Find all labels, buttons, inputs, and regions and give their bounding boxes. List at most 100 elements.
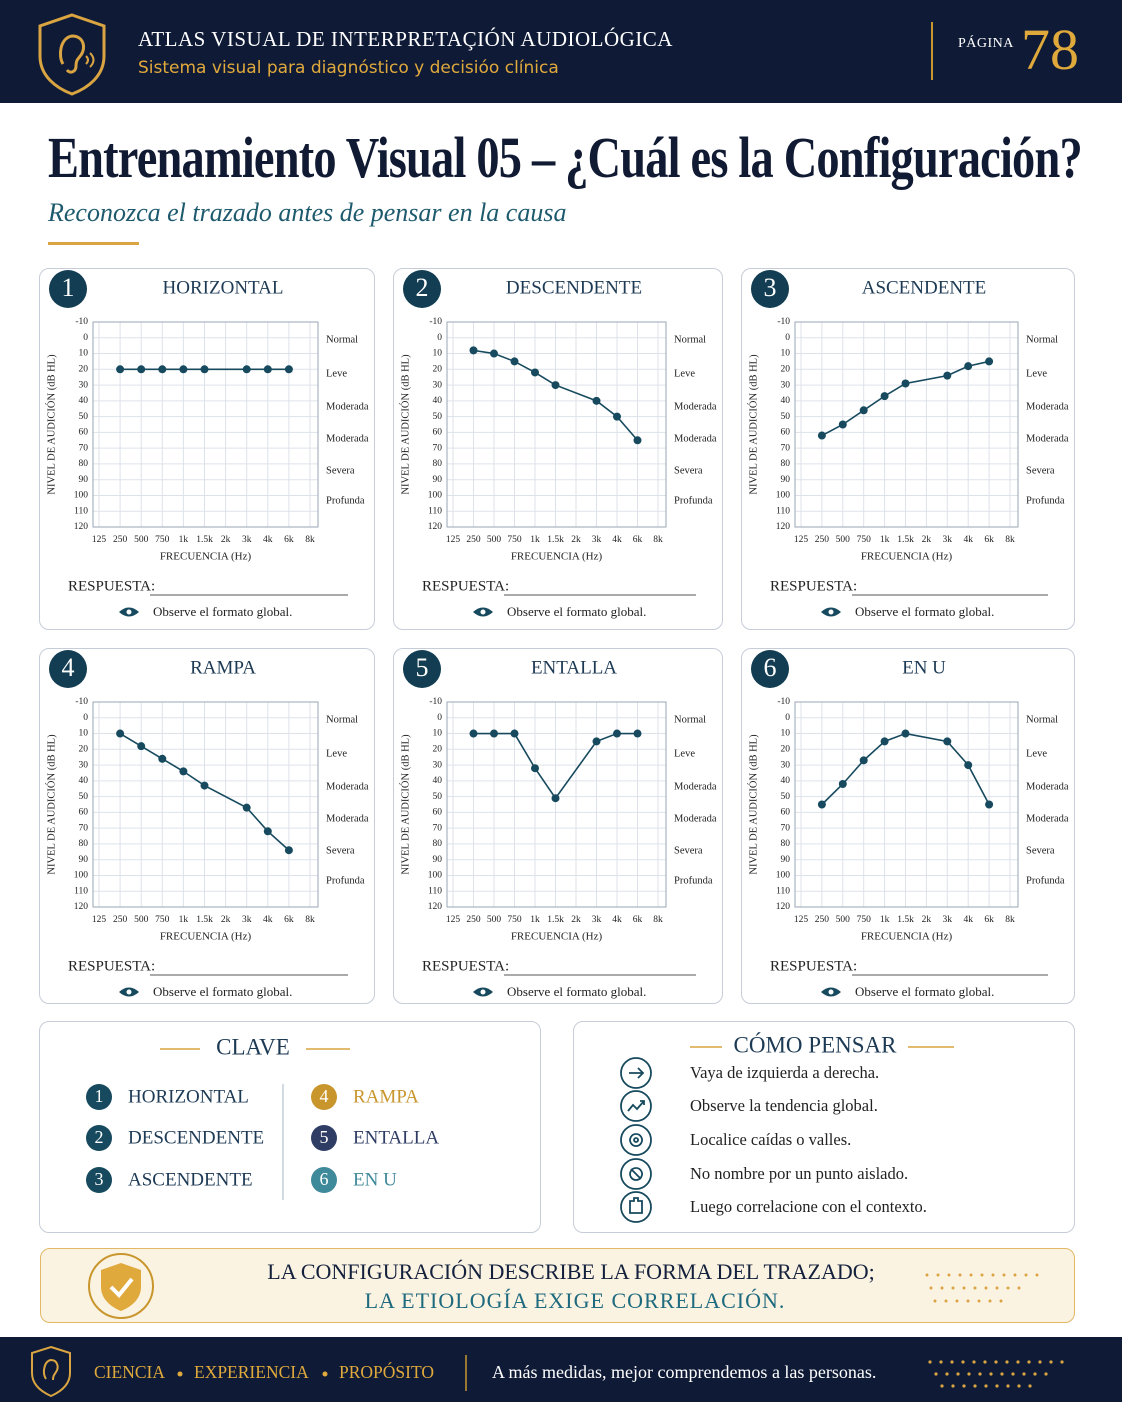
degree-label: Normal <box>326 714 358 725</box>
degree-label: Leve <box>326 748 347 759</box>
dot <box>999 1299 1003 1303</box>
y-tick-label: 70 <box>433 823 443 833</box>
dot <box>1044 1372 1048 1376</box>
dot <box>962 1384 966 1388</box>
degree-label: Moderada <box>674 813 717 824</box>
y-tick-label: -10 <box>777 697 790 707</box>
key-badge <box>86 1084 112 1110</box>
point <box>158 365 167 374</box>
dot <box>933 1299 937 1303</box>
y-tick-label: -10 <box>75 697 88 707</box>
x-tick-label: 4k <box>612 915 622 925</box>
dot <box>940 1286 944 1290</box>
panel-number: 6 <box>764 653 777 682</box>
point <box>817 800 826 809</box>
key-title: CLAVE <box>216 1034 290 1059</box>
key-label: RAMPA <box>353 1086 419 1107</box>
y-tick-label: 70 <box>433 443 443 453</box>
dot <box>1060 1360 1064 1364</box>
y-tick-label: 120 <box>74 902 89 912</box>
panel-title: HORIZONTAL <box>163 277 284 298</box>
dot <box>989 1372 993 1376</box>
x-tick-label: 3k <box>943 915 953 925</box>
dot <box>928 1360 932 1364</box>
dot <box>956 1372 960 1376</box>
key-badge <box>311 1084 337 1110</box>
x-tick-label: 6k <box>984 535 994 545</box>
y-tick-label: 110 <box>776 506 790 516</box>
x-tick-label: 8k <box>653 535 663 545</box>
x-tick-label: 1k <box>530 915 540 925</box>
y-tick-label: 10 <box>781 729 791 739</box>
point <box>242 365 251 374</box>
plot-border <box>92 701 319 908</box>
x-tick-label: 6k <box>984 915 994 925</box>
degree-label: Moderada <box>674 433 717 444</box>
y-tick-label: 40 <box>79 396 89 406</box>
y-tick-label: 30 <box>781 760 791 770</box>
point <box>469 729 478 738</box>
key-label: ASCENDENTE <box>128 1169 253 1190</box>
number-badge <box>751 270 789 308</box>
y-tick-label: 30 <box>79 380 89 390</box>
banner-graphic: LA CONFIGURACIÓN DESCRIBE LA FORMA DEL T… <box>88 1253 1039 1319</box>
x-tick-label: 1k <box>880 535 890 545</box>
key-badge <box>311 1167 337 1193</box>
dot <box>969 1273 973 1277</box>
y-tick-label: 50 <box>433 792 443 802</box>
x-tick-label: 750 <box>155 915 170 925</box>
x-tick-label: 1k <box>880 915 890 925</box>
y-tick-label: 120 <box>428 902 443 912</box>
dot <box>934 1372 938 1376</box>
point <box>263 365 272 374</box>
dot <box>936 1273 940 1277</box>
step-glyph <box>627 1100 645 1112</box>
dot <box>958 1273 962 1277</box>
x-tick-label: 1.5k <box>547 915 564 925</box>
plot-area <box>446 701 667 908</box>
y-tick-label: 0 <box>785 713 790 723</box>
dot <box>984 1384 988 1388</box>
footer-item: CIENCIA <box>94 1362 165 1382</box>
x-tick-label: 3k <box>242 915 252 925</box>
y-tick-label: 60 <box>79 808 89 818</box>
y-tick-label: 70 <box>79 443 89 453</box>
dot <box>966 1299 970 1303</box>
y-tick-label: 50 <box>781 792 791 802</box>
banner-line2: LA ETIOLOGÍA EXIGE CORRELACIÓN. <box>365 1288 786 1313</box>
degree-label: Severa <box>326 845 355 856</box>
x-tick-label: 500 <box>836 915 851 925</box>
number-badge <box>751 650 789 688</box>
dot <box>972 1360 976 1364</box>
point <box>985 357 994 366</box>
y-tick-label: 10 <box>433 349 443 359</box>
y-tick-label: 50 <box>781 412 791 422</box>
panel-title: ASCENDENTE <box>862 277 987 298</box>
separator <box>177 1371 183 1377</box>
step-icon <box>620 1158 652 1190</box>
x-tick-label: 2k <box>221 535 231 545</box>
banner-line1: LA CONFIGURACIÓN DESCRIBE LA FORMA DEL T… <box>267 1259 875 1284</box>
dot <box>1027 1360 1031 1364</box>
point <box>633 436 642 445</box>
dot <box>950 1360 954 1364</box>
x-tick-label: 250 <box>113 915 128 925</box>
plot-border <box>92 321 319 528</box>
x-tick-label: 8k <box>305 535 315 545</box>
dot <box>955 1299 959 1303</box>
point <box>200 781 209 790</box>
panel-number: 1 <box>62 273 75 302</box>
point <box>817 431 826 440</box>
degree-label: Severa <box>674 845 703 856</box>
footer-item: EXPERIENCIA <box>194 1362 309 1382</box>
logo <box>38 13 106 96</box>
step-glyph <box>629 1133 643 1147</box>
y-axis-label: NIVEL DE AUDICIÓN (dB HL) <box>45 354 57 495</box>
x-tick-label: 125 <box>92 535 107 545</box>
point <box>592 396 601 405</box>
x-tick-label: 1.5k <box>547 535 564 545</box>
x-axis-label: FRECUENCIA (Hz) <box>160 931 252 943</box>
y-tick-label: 90 <box>433 855 443 865</box>
accent-rule <box>48 242 139 245</box>
chart-panel: 6 EN U -10 0 10 20 30 40 50 60 70 80 90 100 110 120 125 2… <box>741 648 1075 1004</box>
